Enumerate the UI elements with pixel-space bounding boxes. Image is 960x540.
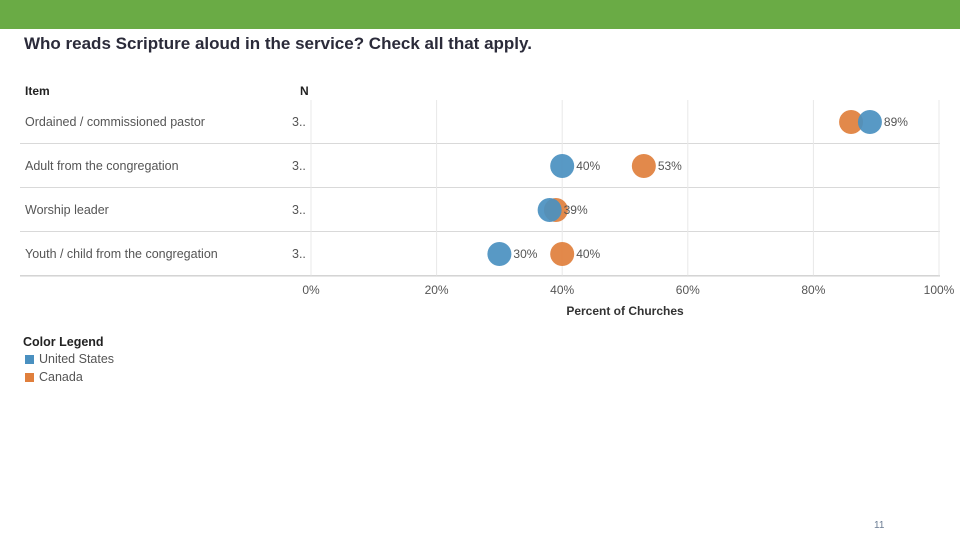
- x-tick-label: 20%: [425, 283, 449, 297]
- row-n-value: 3..: [292, 115, 306, 129]
- labels-layer: 53% 40% 89% 40% 39% 30%: [513, 115, 908, 261]
- x-tick-label: 80%: [801, 283, 825, 297]
- x-tick-label: 40%: [550, 283, 574, 297]
- row-separator: [20, 143, 940, 144]
- data-point-united-states: [487, 242, 512, 266]
- legend-item-united-states: United States: [25, 352, 114, 366]
- slide-title: Who reads Scripture aloud in the service…: [24, 34, 532, 53]
- legend-swatch-united-states: [25, 354, 34, 364]
- x-tick-label: 0%: [302, 283, 320, 297]
- row-n-value: 3..: [292, 159, 306, 173]
- legend-label: Canada: [39, 370, 83, 384]
- grid-layer: 0% 20% 40% 60% 80% 100%: [20, 100, 955, 297]
- legend-label: United States: [39, 352, 115, 366]
- data-point-canada: [631, 154, 656, 178]
- row-label-worship-leader: Worship leader: [25, 203, 109, 217]
- legend-item-canada: Canada: [25, 370, 83, 384]
- data-point-canada: [839, 110, 864, 134]
- row-label-adult-congregation: Adult from the congregation: [25, 159, 179, 173]
- item-column-header: Item: [25, 84, 50, 98]
- x-axis-title: Percent of Churches: [566, 304, 684, 318]
- data-label: 89%: [884, 115, 908, 129]
- row-n-value: 3..: [292, 203, 306, 217]
- x-tick-label: 100%: [924, 283, 955, 297]
- data-point-united-states: [537, 198, 562, 222]
- legend-title: Color Legend: [23, 335, 104, 349]
- points-layer: [487, 110, 882, 266]
- data-label: 39%: [564, 203, 588, 217]
- axis-layer: Percent of Churches: [566, 304, 684, 318]
- row-separator: [20, 231, 940, 232]
- n-column-header: N: [300, 84, 309, 98]
- data-point-united-states: [857, 110, 882, 134]
- page-number: 11: [874, 520, 885, 531]
- row-n-value: 3..: [292, 247, 306, 261]
- row-label-ordained-pastor: Ordained / commissioned pastor: [25, 115, 205, 129]
- row-label-youth-child: Youth / child from the congregation: [25, 247, 218, 261]
- data-point-united-states: [550, 154, 575, 178]
- data-label: 40%: [576, 159, 600, 173]
- x-tick-label: 60%: [676, 283, 700, 297]
- data-label: 40%: [576, 247, 600, 261]
- row-separator: [20, 187, 940, 188]
- data-label: 30%: [513, 247, 537, 261]
- data-point-canada: [550, 242, 575, 266]
- top-accent-bar: [0, 0, 960, 29]
- data-label: 53%: [658, 159, 682, 173]
- legend-swatch-canada: [25, 372, 34, 382]
